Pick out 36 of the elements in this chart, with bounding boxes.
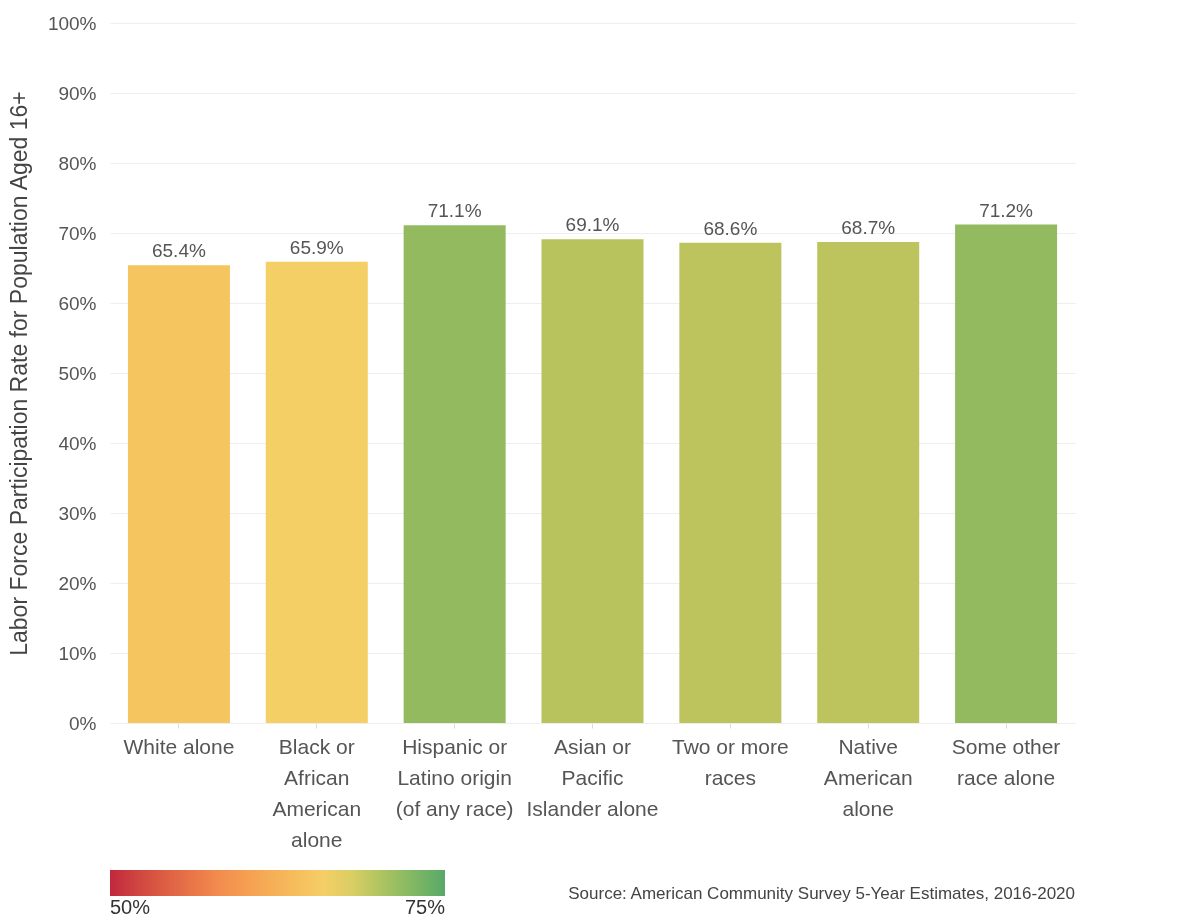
data-label: 65.4% <box>151 240 206 262</box>
y-tick-label: 60% <box>58 292 97 314</box>
data-label: 68.6% <box>703 217 758 239</box>
y-tick-label: 40% <box>58 432 97 454</box>
y-tick-label: 10% <box>58 642 97 664</box>
color-bar-label: 50% <box>110 896 151 918</box>
x-tick-label: Hispanic or Latino origin (of any race) <box>395 734 514 820</box>
y-tick-label: 20% <box>58 572 97 594</box>
y-tick-label: 0% <box>69 712 97 734</box>
y-tick-label: 50% <box>58 362 97 384</box>
color-bar-label: 75% <box>404 896 446 918</box>
y-tick-label: 100% <box>47 12 97 34</box>
bar <box>817 242 920 723</box>
bar <box>679 242 782 723</box>
x-tick-label: Two or more races <box>672 734 789 789</box>
x-tick-label: Native American alone <box>823 734 913 820</box>
bar <box>955 224 1058 723</box>
x-tick-label: Some other race alone <box>951 734 1061 789</box>
data-label: 69.1% <box>565 214 620 236</box>
bar <box>127 265 230 723</box>
y-axis-title: Labor Force Participation Rate for Population Aged 16+ <box>5 91 32 656</box>
x-tick-label: Black or African American alone <box>272 734 362 851</box>
data-label: 71.2% <box>979 199 1034 221</box>
bar <box>541 239 644 723</box>
y-tick-label: 70% <box>58 222 97 244</box>
y-tick-label: 80% <box>58 152 97 174</box>
source-note: Source: American Community Survey 5-Year Estimates, 2016-2020 <box>568 884 1075 903</box>
x-tick-label: Asian or Pacific Islander alone <box>526 734 659 820</box>
y-tick-label: 90% <box>58 82 97 104</box>
y-tick-label: 30% <box>58 502 97 524</box>
x-tick-label: White alone <box>123 734 235 758</box>
bar <box>403 225 506 723</box>
data-label: 68.7% <box>841 217 896 239</box>
bar <box>265 261 368 723</box>
data-label: 71.1% <box>427 200 482 222</box>
data-label: 65.9% <box>289 236 344 258</box>
